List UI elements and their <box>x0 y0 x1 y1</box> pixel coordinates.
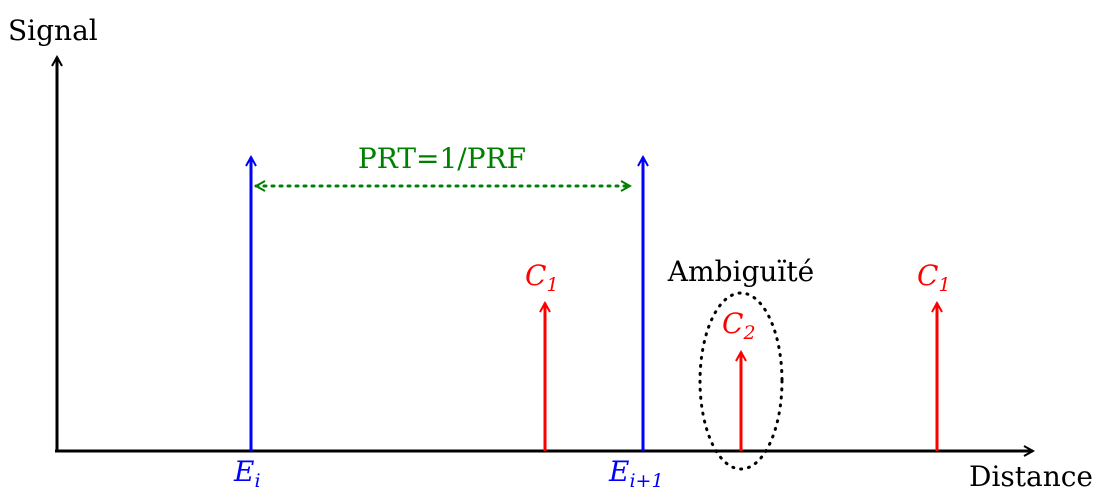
y-axis-label: Signal <box>8 14 98 47</box>
emitted-pulses: Ei Ei+1 <box>233 157 664 492</box>
ambiguity-ellipse <box>698 291 784 471</box>
pulse-label-ei: Ei <box>233 455 261 492</box>
echo-label-c1-first: C1 <box>525 259 559 296</box>
x-axis-label: Distance <box>969 460 1093 492</box>
prt-period: PRT=1/PRF <box>256 142 630 186</box>
pulse-label-ei1: Ei+1 <box>608 455 664 492</box>
echo-label-c2: C2 <box>722 307 756 344</box>
axes: Signal Distance <box>8 14 1093 492</box>
echo-label-c1-second: C1 <box>917 259 951 296</box>
ambiguity: Ambiguïté <box>667 255 814 471</box>
ambiguity-label: Ambiguïté <box>667 255 814 288</box>
prt-label: PRT=1/PRF <box>358 142 526 175</box>
echoes: C1 C2 C1 <box>525 259 951 451</box>
